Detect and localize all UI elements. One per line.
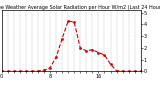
Title: Milwaukee Weather Average Solar Radiation per Hour W/m2 (Last 24 Hours): Milwaukee Weather Average Solar Radiatio… — [0, 5, 160, 10]
